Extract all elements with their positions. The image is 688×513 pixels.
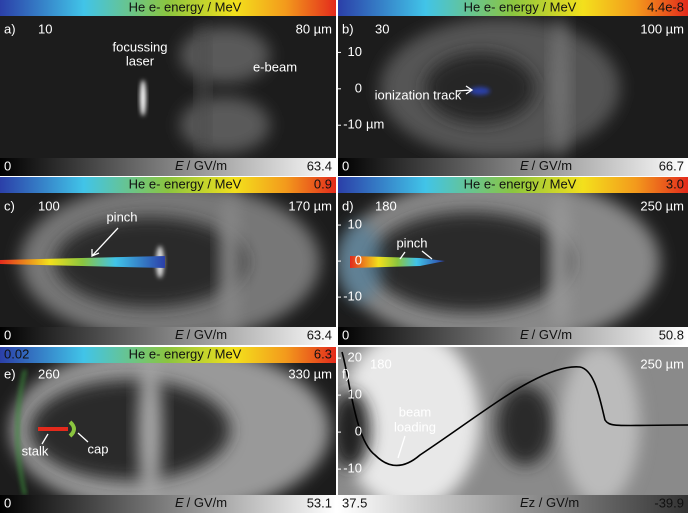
panel-f: f) 180 250 µm beam loading 37.5 Ez / GV/… bbox=[330, 330, 688, 513]
colorbar-title: He e- energy / MeV bbox=[464, 0, 577, 14]
field-symbol: E bbox=[175, 495, 184, 510]
colorbar-max: 3.0 bbox=[666, 176, 684, 191]
y-tick-label: -10 bbox=[343, 289, 362, 304]
field-max: 66.7 bbox=[659, 158, 684, 173]
field-unit: z / GV/m bbox=[529, 495, 580, 510]
y-tick-label: 10 bbox=[348, 387, 362, 402]
field-symbol: E bbox=[520, 495, 529, 510]
colorbar-max: 4.4e-8 bbox=[647, 0, 684, 14]
time: 180 bbox=[375, 198, 397, 213]
panel-a: He e- energy / MeV a) 10 80 µm focussing… bbox=[0, 0, 336, 176]
panel-label: b) bbox=[342, 21, 354, 36]
y-tick-label: -10 bbox=[343, 461, 362, 476]
field-symbol: E bbox=[175, 158, 184, 173]
colorbar-max: 0.9 bbox=[314, 176, 332, 191]
window: 250 µm bbox=[640, 198, 684, 213]
field-max: 63.4 bbox=[307, 327, 332, 342]
panel-label: d) bbox=[342, 198, 354, 213]
field-map bbox=[0, 16, 336, 158]
annotation: stalk bbox=[22, 443, 49, 458]
panel-label: e) bbox=[4, 366, 16, 381]
colorbar-title: He e- energy / MeV bbox=[129, 0, 242, 14]
field-bar bbox=[338, 495, 688, 513]
field-max: 50.8 bbox=[659, 327, 684, 342]
panel-d: He e- energy / MeV 3.0 d) 180 250 µm pin… bbox=[338, 176, 688, 347]
field-symbol: E bbox=[520, 158, 529, 173]
field-unit: / GV/m bbox=[187, 327, 227, 342]
panel-c: He e- energy / MeV 0.9 c) 100 170 µm pin… bbox=[0, 176, 336, 345]
time: 30 bbox=[375, 21, 389, 36]
annotation: e-beam bbox=[253, 59, 297, 74]
field-unit: / GV/m bbox=[187, 495, 227, 510]
field-title: E/ GV/m bbox=[175, 495, 227, 510]
annotation: ionization track bbox=[375, 87, 462, 102]
colorbar-min: 0.02 bbox=[4, 346, 29, 361]
y-tick-label: 10 bbox=[348, 216, 362, 231]
panel-label: c) bbox=[4, 198, 15, 213]
time: 10 bbox=[38, 21, 52, 36]
time: 180 bbox=[370, 356, 392, 371]
field-title: E/ GV/m bbox=[175, 327, 227, 342]
annotation: beam bbox=[399, 404, 432, 419]
colorbar-title: He e- energy / MeV bbox=[129, 346, 242, 361]
annotation: loading bbox=[394, 419, 436, 434]
panel-label: f) bbox=[342, 366, 350, 381]
panel-e: 0.02 He e- energy / MeV 6.3 e) 260 330 µ… bbox=[0, 345, 336, 513]
field-min: 37.5 bbox=[342, 495, 367, 510]
y-tick-label: 10 bbox=[348, 44, 362, 59]
window: 170 µm bbox=[288, 198, 332, 213]
time: 100 bbox=[38, 198, 60, 213]
page: {"panels": [ {"label": "a)", "time": "10… bbox=[0, 0, 688, 513]
window: 80 µm bbox=[296, 21, 332, 36]
field-max: 63.4 bbox=[307, 158, 332, 173]
y-tick-label: 20 bbox=[348, 350, 362, 365]
field-max: -39.9 bbox=[654, 495, 684, 510]
field-symbol: E bbox=[520, 327, 529, 342]
field-title: Ez / GV/m bbox=[520, 495, 579, 510]
field-symbol: E bbox=[175, 327, 184, 342]
annotation: cap bbox=[88, 441, 109, 456]
panel-label: a) bbox=[4, 21, 16, 36]
field-max: 53.1 bbox=[307, 495, 332, 510]
field-bar bbox=[0, 158, 336, 176]
y-tick-label: 0 bbox=[355, 253, 362, 268]
field-bar bbox=[338, 158, 688, 176]
time: 260 bbox=[38, 366, 60, 381]
window: 100 µm bbox=[640, 21, 684, 36]
annotation: pinch bbox=[396, 235, 427, 250]
colorbar-title: He e- energy / MeV bbox=[464, 176, 577, 191]
field-title: E/ GV/m bbox=[175, 158, 227, 173]
field-min: 0 bbox=[342, 158, 349, 173]
colorbar-title: He e- energy / MeV bbox=[129, 176, 242, 191]
y-tick-label: 0 bbox=[355, 424, 362, 439]
field-min: 0 bbox=[4, 495, 11, 510]
y-tick-label: 0 bbox=[355, 80, 362, 95]
field-unit: / GV/m bbox=[532, 327, 572, 342]
window: 330 µm bbox=[288, 366, 332, 381]
field-title: E/ GV/m bbox=[520, 327, 572, 342]
panel-b: He e- energy / MeV 4.4e-8 b) 30 100 µm i… bbox=[338, 0, 688, 176]
field-bar bbox=[338, 327, 688, 345]
figure: He e- energy / MeV a) 10 80 µm focussing… bbox=[0, 0, 688, 513]
field-min: 0 bbox=[4, 158, 11, 173]
field-title: E/ GV/m bbox=[520, 158, 572, 173]
y-tick-label: -10 bbox=[343, 117, 362, 132]
y-axis-unit: µm bbox=[366, 117, 384, 132]
field-bar bbox=[0, 495, 336, 513]
annotation: pinch bbox=[106, 209, 137, 224]
field-unit: / GV/m bbox=[532, 158, 572, 173]
field-min: 0 bbox=[4, 327, 11, 342]
colorbar-max: 6.3 bbox=[314, 346, 332, 361]
field-bar bbox=[0, 327, 336, 345]
window: 250 µm bbox=[640, 356, 684, 371]
field-min: 0 bbox=[342, 327, 349, 342]
annotation: laser bbox=[126, 53, 155, 68]
annotation: focussing bbox=[113, 39, 168, 54]
field-unit: / GV/m bbox=[187, 158, 227, 173]
